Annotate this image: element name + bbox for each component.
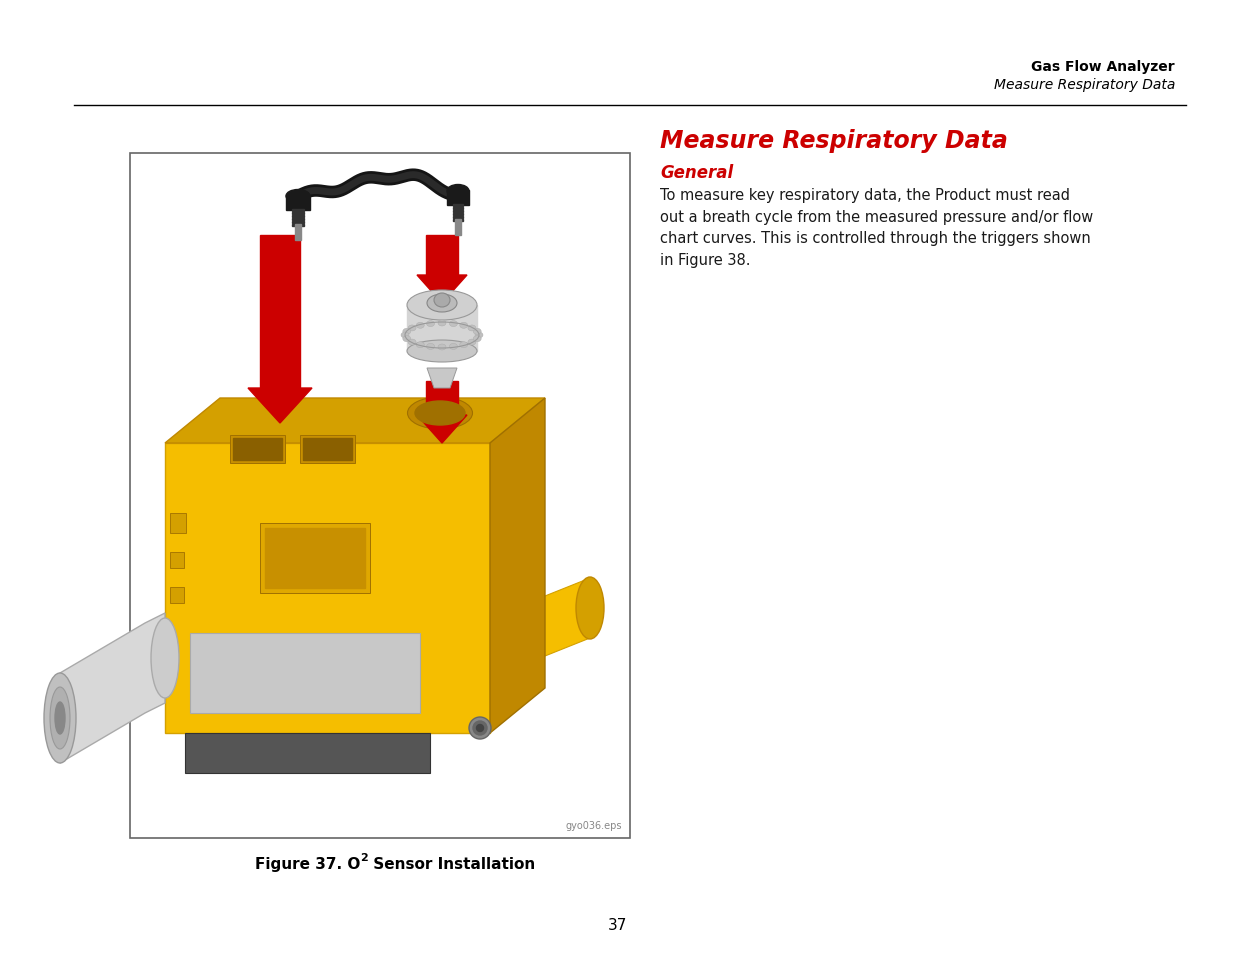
Text: Figure 37. O: Figure 37. O: [254, 856, 359, 871]
Text: To measure key respiratory data, the Product must read
out a breath cycle from t: To measure key respiratory data, the Pro…: [659, 188, 1093, 268]
Bar: [261, 235, 300, 389]
Ellipse shape: [468, 339, 475, 346]
Ellipse shape: [473, 329, 482, 335]
Ellipse shape: [408, 339, 416, 346]
Bar: [170, 514, 186, 534]
Ellipse shape: [438, 320, 446, 327]
Text: Measure Respiratory Data: Measure Respiratory Data: [994, 78, 1174, 91]
Bar: [426, 381, 458, 416]
Bar: [453, 213, 463, 215]
Bar: [426, 235, 458, 275]
Bar: [453, 220, 463, 222]
Ellipse shape: [475, 333, 483, 338]
Ellipse shape: [403, 336, 411, 342]
Ellipse shape: [433, 294, 450, 308]
Ellipse shape: [459, 342, 468, 349]
Ellipse shape: [151, 618, 179, 699]
Bar: [291, 225, 304, 227]
Ellipse shape: [403, 329, 411, 335]
Ellipse shape: [473, 336, 482, 342]
Bar: [266, 529, 366, 588]
Text: 2: 2: [359, 852, 368, 862]
Bar: [287, 195, 310, 211]
Ellipse shape: [426, 344, 435, 350]
Ellipse shape: [408, 291, 477, 320]
Ellipse shape: [469, 718, 492, 740]
Bar: [291, 215, 304, 218]
Bar: [230, 436, 285, 463]
Ellipse shape: [447, 185, 469, 198]
Ellipse shape: [49, 687, 70, 749]
Polygon shape: [165, 398, 545, 443]
Bar: [447, 191, 469, 206]
Bar: [233, 438, 282, 460]
Bar: [303, 438, 352, 460]
Bar: [453, 205, 463, 207]
Ellipse shape: [438, 345, 446, 351]
Bar: [291, 213, 304, 214]
Text: 37: 37: [608, 918, 627, 933]
Ellipse shape: [426, 321, 435, 327]
Ellipse shape: [416, 323, 425, 329]
Text: Sensor Installation: Sensor Installation: [368, 856, 535, 871]
Text: Measure Respiratory Data: Measure Respiratory Data: [659, 129, 1008, 152]
Bar: [453, 208, 463, 210]
Ellipse shape: [450, 321, 457, 327]
Polygon shape: [190, 634, 420, 713]
Polygon shape: [490, 398, 545, 733]
Text: General: General: [659, 164, 734, 182]
Polygon shape: [417, 275, 467, 304]
Ellipse shape: [287, 191, 310, 203]
Bar: [295, 225, 301, 241]
Bar: [170, 553, 184, 568]
Bar: [130, 153, 630, 838]
Bar: [291, 219, 304, 221]
Text: gyo036.eps: gyo036.eps: [566, 821, 622, 830]
Bar: [261, 523, 370, 594]
Ellipse shape: [408, 340, 477, 363]
Ellipse shape: [459, 323, 468, 329]
Ellipse shape: [401, 333, 409, 338]
Ellipse shape: [408, 326, 416, 332]
Polygon shape: [427, 369, 457, 389]
Text: Gas Flow Analyzer: Gas Flow Analyzer: [1031, 60, 1174, 74]
Ellipse shape: [473, 721, 487, 735]
Polygon shape: [417, 416, 467, 443]
Ellipse shape: [408, 397, 473, 430]
Ellipse shape: [44, 673, 77, 763]
Ellipse shape: [468, 326, 475, 332]
Polygon shape: [165, 443, 490, 733]
Ellipse shape: [477, 724, 483, 732]
Polygon shape: [490, 578, 590, 679]
Polygon shape: [185, 733, 430, 773]
Ellipse shape: [56, 702, 65, 734]
Ellipse shape: [427, 294, 457, 313]
Ellipse shape: [415, 401, 466, 426]
Bar: [300, 436, 354, 463]
Polygon shape: [248, 389, 312, 423]
Ellipse shape: [416, 342, 425, 349]
Ellipse shape: [450, 344, 457, 350]
Bar: [453, 216, 463, 219]
Bar: [408, 306, 477, 352]
Bar: [291, 210, 304, 212]
Polygon shape: [61, 614, 165, 763]
Bar: [454, 220, 461, 235]
Bar: [291, 222, 304, 224]
Bar: [170, 587, 184, 603]
Ellipse shape: [576, 578, 604, 639]
Bar: [453, 211, 463, 213]
